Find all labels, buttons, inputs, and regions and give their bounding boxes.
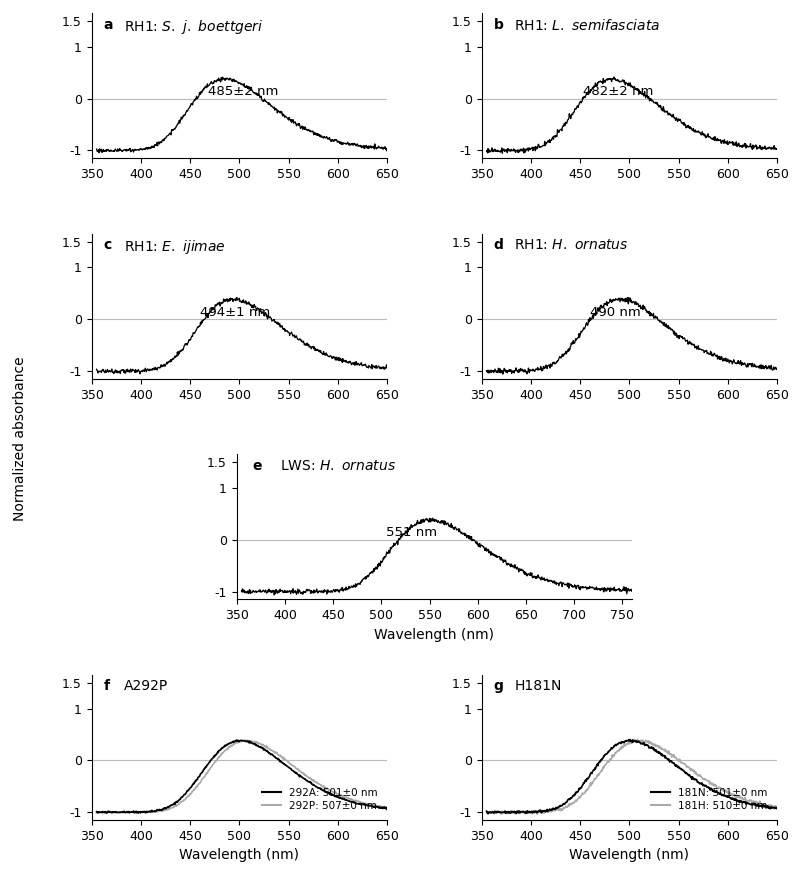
Text: e: e (253, 459, 262, 473)
Text: 490 nm: 490 nm (590, 305, 641, 318)
X-axis label: Wavelength (nm): Wavelength (nm) (179, 848, 300, 862)
Legend: 181N: 501±0 nm, 181H: 510±0 nm: 181N: 501±0 nm, 181H: 510±0 nm (647, 784, 771, 815)
Text: RH1: $\mathit{H.\ ornatus}$: RH1: $\mathit{H.\ ornatus}$ (514, 238, 629, 252)
Text: 494±1 nm: 494±1 nm (200, 305, 270, 318)
Text: 482±2 nm: 482±2 nm (583, 85, 654, 98)
Text: H181N: H181N (514, 679, 562, 693)
Text: RH1: $\mathit{L.\ semifasciata}$: RH1: $\mathit{L.\ semifasciata}$ (514, 18, 660, 32)
Text: d: d (493, 238, 504, 252)
Text: g: g (493, 679, 504, 693)
Text: Normalized absorbance: Normalized absorbance (13, 356, 27, 521)
X-axis label: Wavelength (nm): Wavelength (nm) (375, 628, 494, 642)
Text: b: b (493, 18, 504, 32)
Text: LWS: $\mathit{H.\ ornatus}$: LWS: $\mathit{H.\ ornatus}$ (280, 459, 396, 473)
Legend: 292A: 501±0 nm, 292P: 507±0 nm: 292A: 501±0 nm, 292P: 507±0 nm (258, 784, 382, 815)
Text: RH1: $\mathit{E.\ ijimae}$: RH1: $\mathit{E.\ ijimae}$ (124, 238, 226, 256)
Text: 485±2 nm: 485±2 nm (208, 85, 278, 98)
Text: A292P: A292P (124, 679, 168, 693)
Text: RH1: $\mathit{S.\ j.\ boettgeri}$: RH1: $\mathit{S.\ j.\ boettgeri}$ (124, 18, 264, 35)
Text: c: c (104, 238, 112, 252)
X-axis label: Wavelength (nm): Wavelength (nm) (569, 848, 689, 862)
Text: a: a (104, 18, 113, 32)
Text: f: f (104, 679, 109, 693)
Text: 551 nm: 551 nm (386, 526, 438, 539)
